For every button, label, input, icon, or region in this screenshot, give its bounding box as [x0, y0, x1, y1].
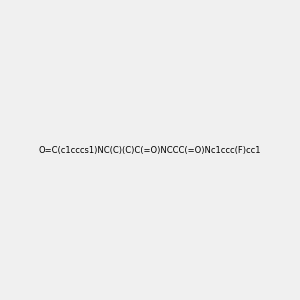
Text: O=C(c1cccs1)NC(C)(C)C(=O)NCCC(=O)Nc1ccc(F)cc1: O=C(c1cccs1)NC(C)(C)C(=O)NCCC(=O)Nc1ccc(… — [39, 146, 261, 154]
